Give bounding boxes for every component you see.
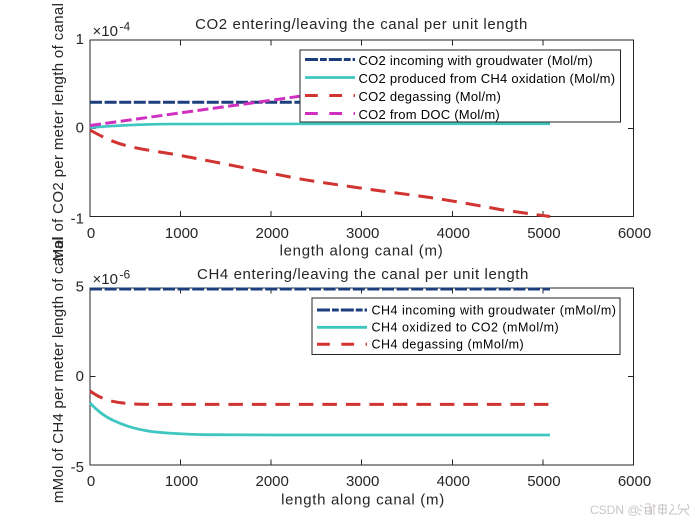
svg-text:CH4 degassing (mMol/m): CH4 degassing (mMol/m) <box>372 338 525 352</box>
svg-text:0: 0 <box>87 473 95 490</box>
svg-text:6000: 6000 <box>618 225 651 242</box>
svg-text:2000: 2000 <box>256 473 289 490</box>
svg-text:0: 0 <box>76 368 84 385</box>
svg-text:Mol of CO2 per meter length of: Mol of CO2 per meter length of canal <box>50 3 67 262</box>
svg-text:length along canal (m): length along canal (m) <box>280 243 444 260</box>
svg-text:-1: -1 <box>71 211 84 228</box>
svg-text:4000: 4000 <box>437 225 470 242</box>
svg-text:2000: 2000 <box>256 225 289 242</box>
svg-text:CO2 degassing (Mol/m): CO2 degassing (Mol/m) <box>359 89 502 104</box>
svg-text:CH4 incoming with groudwater (: CH4 incoming with groudwater (mMol/m) <box>372 303 617 317</box>
svg-text:×10: ×10 <box>93 271 118 288</box>
svg-text:CO2 incoming with groudwater (: CO2 incoming with groudwater (Mol/m) <box>359 53 593 68</box>
svg-text:3000: 3000 <box>346 225 379 242</box>
svg-text:3000: 3000 <box>346 473 379 490</box>
svg-text:×10: ×10 <box>93 23 118 40</box>
svg-text:-6: -6 <box>120 268 131 282</box>
svg-text:length along canal (m): length along canal (m) <box>281 492 445 509</box>
svg-text:mMol of CH4 per meter length o: mMol of CH4 per meter length of canal <box>50 237 67 503</box>
svg-text:5000: 5000 <box>527 225 560 242</box>
svg-text:0: 0 <box>87 225 95 242</box>
svg-text:0: 0 <box>76 120 84 137</box>
svg-text:5: 5 <box>76 279 84 296</box>
svg-text:CO2 entering/leaving the canal: CO2 entering/leaving the canal per unit … <box>195 16 528 33</box>
svg-text:1000: 1000 <box>165 225 198 242</box>
svg-text:CSDN @: CSDN @ <box>590 503 640 517</box>
svg-text:1: 1 <box>76 31 84 48</box>
svg-text:6000: 6000 <box>618 473 651 490</box>
svg-text:5000: 5000 <box>527 473 560 490</box>
svg-text:1000: 1000 <box>165 473 198 490</box>
svg-text:4000: 4000 <box>437 473 470 490</box>
svg-text:CO2 from DOC (Mol/m): CO2 from DOC (Mol/m) <box>359 107 501 122</box>
svg-text:-5: -5 <box>71 459 84 476</box>
svg-text:-4: -4 <box>120 20 131 34</box>
svg-text:CO2 produced from CH4 oxidatio: CO2 produced from CH4 oxidation (Mol/m) <box>359 71 616 86</box>
svg-text:CH4 entering/leaving the canal: CH4 entering/leaving the canal per unit … <box>197 266 529 283</box>
svg-text:CH4 oxidized to CO2 (mMol/m): CH4 oxidized to CO2 (mMol/m) <box>372 321 560 335</box>
